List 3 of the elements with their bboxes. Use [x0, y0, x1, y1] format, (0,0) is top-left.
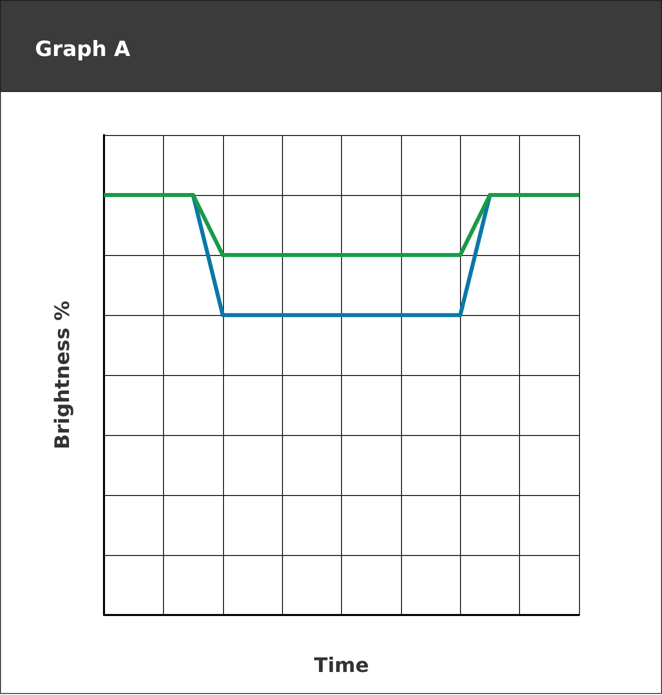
y-axis-title: Brightness %	[50, 300, 74, 450]
chart-title: Graph A	[35, 37, 130, 61]
x-axis-title: Time	[314, 653, 369, 677]
